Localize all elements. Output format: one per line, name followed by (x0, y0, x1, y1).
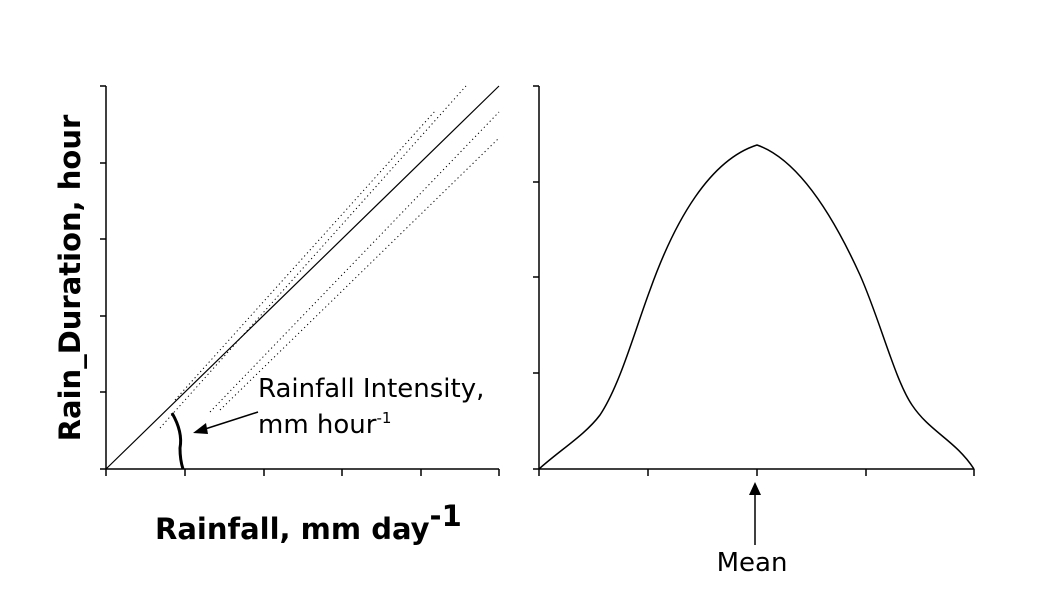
intensity-line (105, 85, 500, 470)
annotation-line2-superscript: -1 (376, 409, 391, 427)
annotation-line1: Rainfall Intensity, (258, 374, 484, 404)
right-x-ticks (538, 469, 975, 476)
right-y-ticks (533, 85, 539, 470)
distribution-curve (538, 144, 975, 470)
left-x-axis-title-text: Rainfall, mm day (155, 512, 430, 546)
right-panel: Mean (533, 85, 975, 578)
mean-label: Mean (717, 548, 788, 578)
left-y-ticks (100, 85, 106, 470)
annotation-line2-text: mm hour (258, 410, 377, 440)
intensity-angle-arc (170, 412, 185, 470)
upper-bound-dotted-line-2 (174, 109, 437, 401)
left-x-axis-title-superscript: -1 (430, 499, 462, 533)
lower-bound-dotted-line-2 (219, 137, 500, 411)
annotation-arrowhead (193, 423, 208, 434)
lower-bound-dotted-line (209, 111, 500, 413)
annotation-arrow-line (201, 411, 259, 431)
upper-bound-dotted-line (159, 85, 467, 429)
left-panel: Rainfall Intensity, mm hour-1 Rain_Durat… (53, 85, 500, 546)
mean-arrowhead (749, 482, 761, 495)
left-x-ticks (105, 469, 500, 476)
left-y-axis-title: Rain_Duration, hour (53, 114, 87, 441)
left-x-axis-title: Rainfall, mm day-1 (155, 499, 462, 546)
annotation-line2: mm hour-1 (258, 409, 391, 440)
